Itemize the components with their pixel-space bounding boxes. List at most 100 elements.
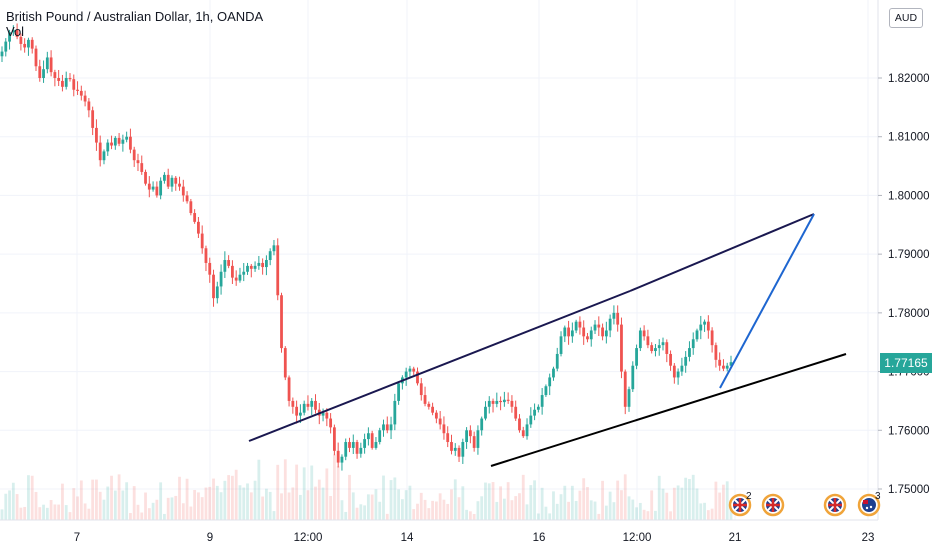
time-tick-label: 14 (401, 532, 414, 544)
volume-bar (332, 454, 336, 520)
candle-body (4, 41, 8, 52)
candle-body (570, 330, 574, 337)
candle-body (495, 400, 499, 404)
candle-body (181, 186, 185, 196)
candle-body (64, 78, 68, 87)
candle-body (404, 371, 408, 378)
candle-body (234, 277, 238, 281)
volume-bar (193, 489, 197, 520)
candle-body (703, 321, 706, 325)
volume-label: Vol (6, 24, 25, 39)
volume-bar (623, 474, 627, 520)
candle-body (125, 136, 129, 140)
volume-bar (631, 499, 635, 520)
price-tick-label: 1.78000 (888, 308, 930, 320)
volume-bar (129, 513, 132, 520)
uk-flag-icon[interactable] (761, 493, 785, 517)
uk-flag-icon[interactable] (823, 493, 847, 517)
volume-bar (174, 495, 178, 520)
volume-bar (231, 475, 234, 520)
projection-line[interactable] (719, 213, 815, 389)
volume-bar (144, 492, 147, 520)
channel-lower-line[interactable] (490, 353, 847, 467)
candle-body (19, 36, 23, 44)
volume-bar (514, 496, 518, 520)
volume-bar (706, 510, 710, 520)
candle-body (514, 406, 518, 419)
candle-body (212, 274, 215, 299)
currency-badge[interactable]: AUD (889, 8, 923, 28)
uk-flag-icon[interactable]: 2 (728, 491, 752, 517)
candle-body (540, 395, 544, 407)
candle-body (676, 371, 680, 378)
volume-bar (688, 479, 691, 520)
candle-body (378, 430, 382, 443)
volume-bar (510, 500, 514, 520)
volume-bar (646, 511, 650, 520)
candle-body (306, 403, 310, 407)
candle-body (87, 101, 91, 111)
candle-body (302, 403, 306, 413)
volume-bar (518, 493, 521, 520)
candle-body (484, 406, 487, 419)
volume-bar (110, 475, 113, 520)
candle-body (567, 327, 570, 337)
candle-body (627, 389, 631, 407)
candle-body (283, 348, 287, 378)
candle-body (45, 57, 49, 70)
channel-upper-line[interactable] (248, 290, 631, 442)
candle-body (722, 365, 725, 369)
time-tick-label: 12:00 (623, 532, 652, 544)
chart-title: British Pound / Australian Dollar, 1h, O… (6, 9, 264, 24)
candle-body (34, 48, 38, 67)
candle-body (374, 442, 378, 448)
volume-bar (672, 487, 676, 520)
candle-body (623, 371, 627, 407)
volume-bar (461, 486, 465, 520)
candle-body (533, 409, 536, 416)
volume-bar (261, 496, 265, 520)
volume-bar (178, 476, 181, 520)
volume-bar (0, 509, 4, 520)
candle-body (223, 260, 227, 272)
candle-body (412, 368, 416, 372)
volume-bar (64, 505, 68, 520)
volume-bar (23, 506, 27, 520)
volume-bar (200, 497, 204, 520)
volume-bar (431, 500, 435, 520)
candle-body (612, 312, 616, 319)
volume-bar (325, 468, 329, 520)
candle-body (725, 365, 729, 369)
candle-body (657, 345, 661, 349)
volume-bar (45, 507, 49, 520)
candle-body (654, 348, 657, 352)
volume-bars (0, 454, 733, 520)
volume-bar (117, 474, 121, 520)
candle-body (608, 318, 612, 331)
volume-bar (98, 491, 102, 520)
candle-body (476, 430, 480, 448)
candle-body (669, 353, 672, 366)
volume-bar (586, 487, 589, 520)
volume-bar (453, 479, 457, 520)
volume-bar (302, 467, 306, 520)
candle-body (552, 368, 555, 378)
volume-bar (272, 511, 276, 520)
candle-body (706, 321, 710, 331)
volume-bar (389, 480, 393, 520)
candle-body (536, 406, 540, 410)
volume-bar (457, 497, 461, 520)
candle-body (544, 386, 548, 396)
volume-bar (544, 506, 548, 520)
candle-body (295, 406, 299, 416)
channel-upper-extension[interactable] (629, 213, 815, 292)
candle-body (163, 174, 166, 181)
candle-body (340, 456, 344, 463)
event-count: 2 (746, 491, 752, 502)
candle-body (0, 51, 4, 57)
australia-flag-icon[interactable]: 3 (857, 491, 881, 517)
candle-body (563, 327, 567, 337)
volume-bar (348, 474, 351, 520)
volume-bar (374, 489, 378, 520)
